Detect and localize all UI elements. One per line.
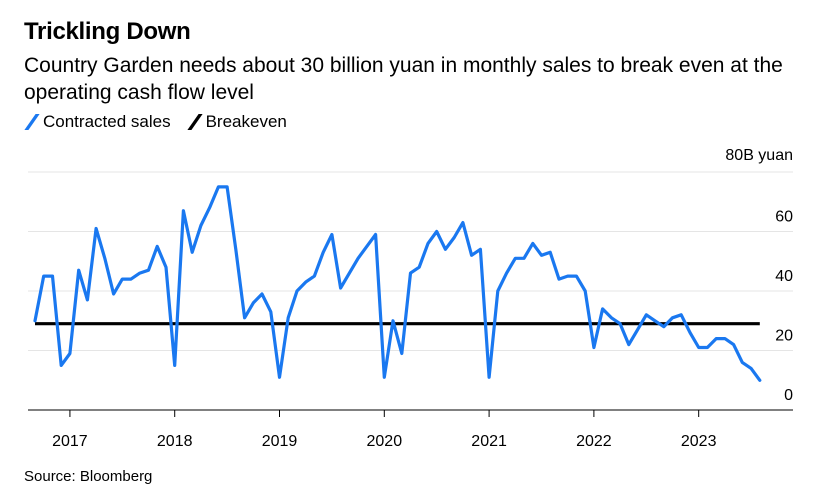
legend-label-contracted: Contracted sales	[43, 112, 171, 131]
series	[33, 185, 762, 382]
legend: Contracted sales Breakeven	[24, 112, 303, 132]
chart-title: Trickling Down	[24, 18, 191, 45]
series-line-contracted-sales	[33, 185, 762, 382]
x-tick-label: 2022	[576, 433, 612, 450]
source-note: Source: Bloomberg	[24, 468, 153, 485]
x-tick-label: 2018	[157, 433, 193, 450]
x-tick-label: 2023	[681, 433, 717, 450]
y-tick-label: 40	[775, 268, 793, 285]
x-tick-label: 2021	[471, 433, 507, 450]
x-tick-label: 2020	[367, 433, 403, 450]
y-axis-labels: 80B yuan 60 40 20 0	[725, 147, 793, 404]
legend-label-breakeven: Breakeven	[205, 112, 287, 131]
y-tick-label: 0	[784, 387, 793, 404]
legend-item-contracted: Contracted sales	[24, 112, 171, 132]
y-tick-label: 80B yuan	[725, 147, 793, 164]
x-axis: 2017 2018 2019 2020 2021 2022 2023	[28, 409, 793, 450]
gridlines	[28, 171, 793, 351]
x-tick-label: 2019	[262, 433, 298, 450]
chart-subtitle: Country Garden needs about 30 billion yu…	[24, 54, 783, 104]
legend-item-breakeven: Breakeven	[186, 112, 287, 132]
y-tick-label: 60	[775, 209, 793, 226]
x-tick-label: 2017	[52, 433, 88, 450]
y-tick-label: 20	[775, 328, 793, 345]
